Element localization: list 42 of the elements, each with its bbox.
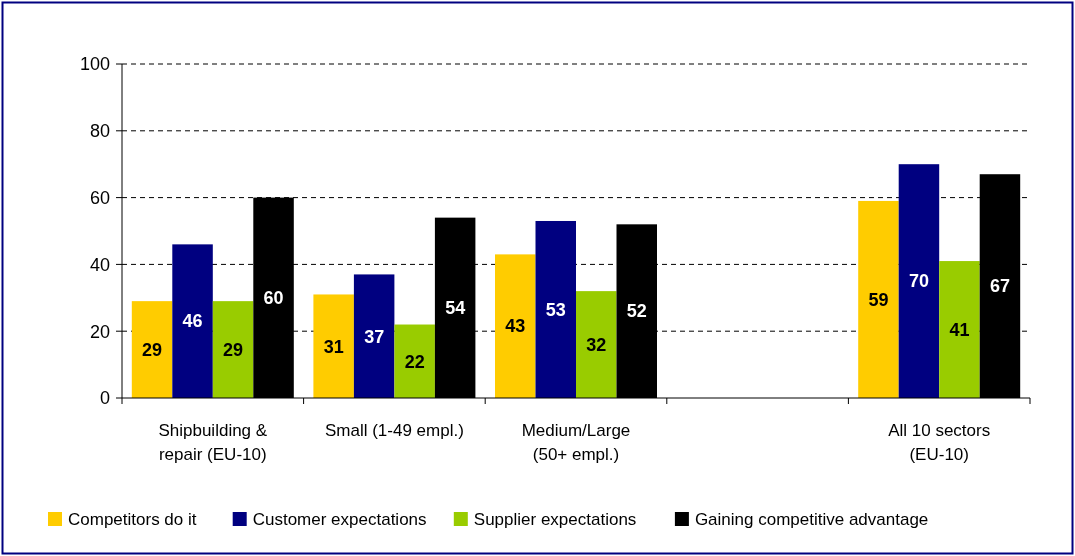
data-label: 67 [989,276,1010,297]
y-tick-label: 60 [89,187,110,208]
data-label: 52 [626,301,647,322]
bar [858,200,899,398]
bar [898,164,940,398]
legend-label: Customer expectations [252,510,427,529]
bar [939,261,980,398]
data-label: 60 [263,288,284,309]
legend-label: Gaining competitive advantage [694,510,929,529]
y-tick-label: 40 [89,254,110,275]
x-tick-label: Small (1-49 empl.) [324,421,464,440]
data-label: 37 [364,326,385,347]
y-tick-label: 0 [99,388,110,409]
data-label: 46 [182,311,203,332]
x-tick-label: All 10 sectors (EU-10) [888,421,991,464]
data-label: 54 [445,298,466,319]
bar [495,254,536,398]
y-tick-label: 80 [89,121,110,142]
bar [394,324,435,398]
data-label: 53 [545,299,566,320]
data-label: 43 [505,316,526,337]
y-tick-label: 100 [79,54,110,75]
data-label: 41 [949,319,970,340]
x-tick-label: Medium/Large (50+ empl.) [521,421,631,464]
data-label: 70 [908,271,929,292]
bar [172,244,213,398]
bar [535,220,576,398]
bar [212,301,254,398]
data-label: 29 [142,339,163,360]
x-tick-label: Shipbuilding & repair (EU-10) [158,421,268,464]
y-tick-label: 20 [89,321,110,342]
legend-label: Competitors do it [68,510,197,529]
data-label: 22 [404,351,425,372]
data-label: 29 [223,339,244,360]
legend-label: Supplier expectations [473,510,637,529]
data-label: 59 [868,289,889,310]
data-label: 31 [323,336,344,357]
data-label: 32 [586,334,607,355]
bar [353,274,395,398]
bar [576,291,617,398]
bar [131,301,173,398]
bar [313,294,354,398]
